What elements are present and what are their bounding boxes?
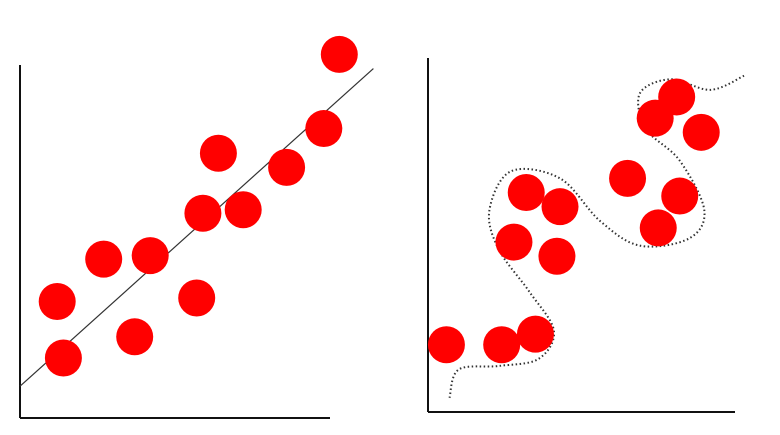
scatter-panel [19,35,374,419]
data-point [184,194,222,232]
data-point [636,99,674,137]
data-point [538,237,576,275]
data-point [516,315,554,353]
scatter-panel [427,58,745,413]
data-point [661,177,699,215]
data-point [639,209,677,247]
data-point [609,159,647,197]
data-point [507,174,545,212]
data-point [483,326,521,364]
data-point [541,188,579,226]
fit-curve [448,74,745,399]
data-point [44,339,82,377]
data-point [495,223,533,261]
data-point [199,134,237,172]
data-point [320,35,358,73]
data-point [305,110,343,148]
data-point [131,237,169,275]
data-point [85,240,123,278]
data-point [268,148,306,186]
data-point [427,326,465,364]
data-point [178,279,216,317]
data-point [38,283,76,321]
data-point [682,113,720,151]
data-point [116,318,154,356]
data-point [224,191,262,229]
